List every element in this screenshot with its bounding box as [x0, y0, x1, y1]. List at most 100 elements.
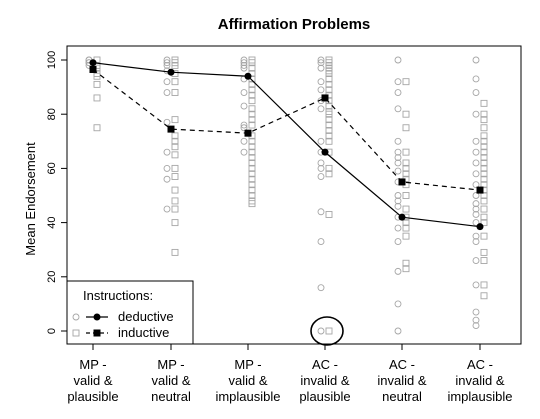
- series-point-deductive: [89, 59, 97, 67]
- individual-point-square: [248, 192, 256, 199]
- individual-point-square: [402, 148, 410, 156]
- individual-point-square: [171, 205, 179, 213]
- legend-label-inductive: inductive: [118, 325, 169, 340]
- individual-point-circle: [472, 89, 480, 96]
- series-point-deductive: [476, 223, 484, 231]
- individual-point-circle: [472, 181, 480, 189]
- individual-point-square: [93, 124, 101, 132]
- annotation: [310, 316, 344, 346]
- individual-point-square: [248, 121, 256, 129]
- individual-point-square: [480, 181, 488, 189]
- individual-point-circle: [394, 202, 402, 210]
- individual-point-square: [171, 137, 179, 145]
- individual-point-circle: [394, 238, 402, 246]
- individual-point-square: [171, 61, 179, 69]
- individual-point-square: [402, 219, 410, 227]
- individual-point-circle: [317, 159, 325, 167]
- series-line-inductive: [92, 69, 481, 191]
- plot-frame: [66, 45, 522, 345]
- individual-point-circle: [240, 148, 248, 156]
- individual-point-square: [248, 154, 256, 162]
- individual-point-square: [248, 80, 256, 88]
- chart-title: Affirmation Problems: [218, 16, 371, 33]
- individual-point-square: [325, 80, 333, 88]
- individual-point-square: [480, 110, 488, 118]
- individual-point-circle: [240, 121, 248, 129]
- individual-point-square: [248, 148, 256, 156]
- individual-point-circle: [317, 208, 325, 216]
- individual-point-square: [171, 197, 179, 205]
- individual-point-circle: [472, 205, 480, 213]
- individual-point-square: [480, 116, 488, 124]
- legend-label-deductive: deductive: [118, 309, 174, 324]
- individual-point-square: [480, 213, 488, 221]
- individual-point-square: [248, 59, 256, 67]
- y-axis: 0 20 40 60 80 100: [46, 51, 67, 334]
- individual-point-square: [171, 151, 179, 159]
- individual-point-circle: [163, 205, 171, 213]
- individual-point-square: [402, 124, 410, 132]
- individual-point-square: [480, 137, 488, 145]
- individual-point-circle: [394, 192, 402, 199]
- individual-point-circle: [317, 105, 325, 113]
- series-point-inductive: [89, 65, 97, 73]
- individual-point-square: [480, 164, 488, 172]
- individual-point-circle: [317, 164, 325, 172]
- x-tick-label: plausible: [67, 389, 118, 404]
- individual-point-square: [248, 116, 256, 124]
- individual-point-circle: [394, 159, 402, 167]
- individual-point-square: [402, 78, 410, 86]
- x-tick-label: neutral: [382, 389, 422, 404]
- individual-point-square: [480, 248, 488, 256]
- series-point-inductive: [244, 129, 252, 137]
- x-tick-label: neutral: [151, 389, 191, 404]
- individual-point-circle: [472, 148, 480, 156]
- x-tick-label: invalid &: [455, 373, 504, 388]
- individual-point-square: [248, 110, 256, 118]
- individual-point-circle: [472, 200, 480, 208]
- individual-point-square: [171, 78, 179, 86]
- individual-point-square: [325, 116, 333, 124]
- x-tick-label: valid &: [73, 373, 112, 388]
- individual-point-square: [325, 75, 333, 83]
- individual-point-circle: [317, 56, 325, 64]
- individual-point-circle: [472, 316, 480, 324]
- individual-point-square: [248, 170, 256, 178]
- individual-point-circle: [240, 89, 248, 96]
- highlight-circle: [310, 316, 344, 346]
- individual-point-square: [171, 143, 179, 151]
- individual-point-circle: [240, 124, 248, 132]
- individual-point-circle: [394, 137, 402, 145]
- individual-point-circle: [317, 238, 325, 246]
- individual-point-circle: [163, 175, 171, 183]
- individual-point-circle: [472, 257, 480, 264]
- x-tick-label: AC -: [389, 357, 415, 372]
- individual-point-circle: [394, 56, 402, 64]
- individual-point-square: [171, 164, 179, 172]
- legend-marker-deductive: [93, 313, 101, 321]
- individual-point-circle: [317, 137, 325, 145]
- individual-point-circle: [240, 59, 248, 67]
- individual-point-square: [402, 170, 410, 178]
- individual-point-square: [248, 91, 256, 99]
- individual-point-square: [402, 110, 410, 118]
- individual-point-circle: [240, 102, 248, 110]
- legend-marker-individual: [72, 313, 80, 321]
- individual-point-square: [480, 292, 488, 300]
- individual-point-square: [171, 132, 179, 140]
- series-point-deductive: [167, 68, 175, 76]
- individual-point-circle: [240, 61, 248, 69]
- series-point-inductive: [321, 94, 329, 102]
- x-tick-label: MP -: [234, 357, 261, 372]
- individual-point-circle: [472, 56, 480, 64]
- individual-point-circle: [472, 211, 480, 218]
- individual-point-square: [171, 248, 179, 256]
- individual-point-square: [248, 97, 256, 105]
- individual-point-square: [480, 219, 488, 227]
- individual-point-circle: [472, 238, 480, 246]
- y-axis-label: Mean Endorsement: [23, 142, 38, 256]
- individual-point-square: [325, 164, 333, 172]
- individual-point-square: [480, 205, 488, 213]
- series-point-deductive: [244, 72, 252, 80]
